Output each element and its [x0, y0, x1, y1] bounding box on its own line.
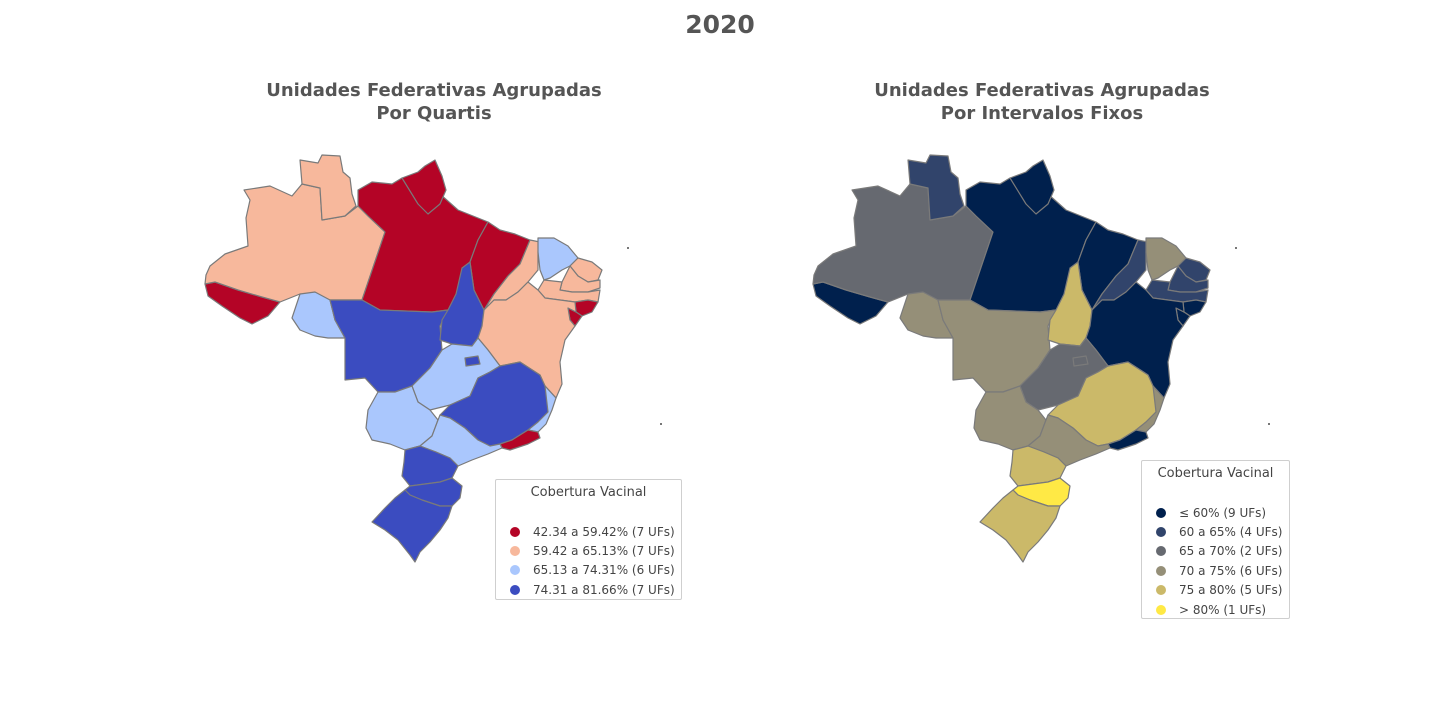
figure-title: 2020 [685, 10, 755, 39]
left-panel-title-line-2: Por Quartis [376, 103, 492, 124]
right-legend-title: Cobertura Vacinal [1157, 466, 1274, 481]
right-legend-marker [1156, 565, 1166, 576]
right-legend-marker [1156, 546, 1166, 557]
right-legend-label: ≤ 60% (9 UFs) [1179, 505, 1267, 520]
right-legend-marker [1156, 507, 1166, 518]
right-legend-item: 70 a 75% (6 UFs) [1142, 561, 1289, 580]
right-legend-marker [1156, 527, 1166, 538]
left-legend-item: 59.42 a 65.13% (7 UFs) [496, 541, 681, 560]
left-map-state-rr [299, 154, 357, 221]
right-legend-item: 75 a 80% (5 UFs) [1142, 581, 1289, 600]
right-legend-item: ≤ 60% (9 UFs) [1142, 503, 1289, 522]
left-map-island-speck [627, 247, 629, 249]
right-legend-item: 65 a 70% (2 UFs) [1142, 542, 1289, 561]
right-legend-items: ≤ 60% (9 UFs) 60 a 65% (4 UFs) 65 a 70% (2… [1142, 503, 1289, 619]
left-legend-label: 74.31 a 81.66% (7 UFs) [533, 582, 675, 597]
left-legend-marker [510, 526, 520, 537]
right-map-state-ro [899, 291, 954, 339]
right-panel-title-line-2: Por Intervalos Fixos [940, 103, 1144, 124]
right-map-state-ce [1145, 237, 1187, 281]
left-panel-title: Unidades Federativas Agrupadas Por Quart… [224, 79, 644, 125]
right-map-fixed-intervals [812, 154, 1211, 563]
left-map-state-rs [371, 489, 453, 563]
right-legend-label: 65 a 70% (2 UFs) [1179, 544, 1283, 559]
right-map-state-rs [979, 489, 1061, 563]
left-legend-marker [510, 584, 520, 595]
right-legend-item: 60 a 65% (4 UFs) [1142, 522, 1289, 541]
left-legend-label: 42.34 a 59.42% (7 UFs) [533, 524, 675, 539]
left-legend-label: 59.42 a 65.13% (7 UFs) [533, 544, 675, 559]
left-map-state-ro [291, 291, 346, 339]
left-legend-marker [510, 546, 520, 557]
left-map-quartiles [204, 154, 603, 563]
left-map-island-speck [660, 423, 662, 425]
left-legend-items: 42.34 a 59.42% (7 UFs) 59.42 a 65.13% (7 … [496, 522, 681, 600]
left-legend-label: 65.13 a 74.31% (6 UFs) [533, 563, 675, 578]
right-map-state-df [1072, 355, 1089, 367]
left-legend: Cobertura Vacinal 42.34 a 59.42% (7 UFs)… [495, 479, 682, 600]
right-panel-title-line-1: Unidades Federativas Agrupadas [874, 80, 1210, 101]
right-map-island-speck [1235, 247, 1237, 249]
right-legend-marker [1156, 585, 1166, 596]
right-legend-label: 60 a 65% (4 UFs) [1179, 525, 1283, 540]
right-map-state-rj [1107, 429, 1149, 451]
left-map-state-ce [537, 237, 579, 281]
left-legend-item: 42.34 a 59.42% (7 UFs) [496, 522, 681, 541]
right-legend-label: 75 a 80% (5 UFs) [1179, 583, 1283, 598]
right-map-state-rr [907, 154, 965, 221]
right-map-state-ap [1009, 159, 1055, 215]
left-legend-title: Cobertura Vacinal [530, 485, 647, 500]
right-panel-title: Unidades Federativas Agrupadas Por Inter… [832, 79, 1252, 125]
right-legend-label: > 80% (1 UFs) [1179, 602, 1267, 617]
left-legend-marker [510, 565, 520, 576]
right-legend-marker [1156, 604, 1166, 615]
left-legend-item: 65.13 a 74.31% (6 UFs) [496, 561, 681, 580]
right-legend-item: > 80% (1 UFs) [1142, 600, 1289, 619]
left-map-state-ap [401, 159, 447, 215]
right-legend-label: 70 a 75% (6 UFs) [1179, 563, 1283, 578]
left-legend-item: 74.31 a 81.66% (7 UFs) [496, 580, 681, 599]
left-map-state-df [464, 355, 481, 367]
right-map-island-speck [1268, 423, 1270, 425]
left-panel-title-line-1: Unidades Federativas Agrupadas [266, 80, 602, 101]
right-legend: Cobertura Vacinal ≤ 60% (9 UFs) 60 a 65% … [1141, 460, 1290, 619]
left-map-state-rj [499, 429, 541, 451]
